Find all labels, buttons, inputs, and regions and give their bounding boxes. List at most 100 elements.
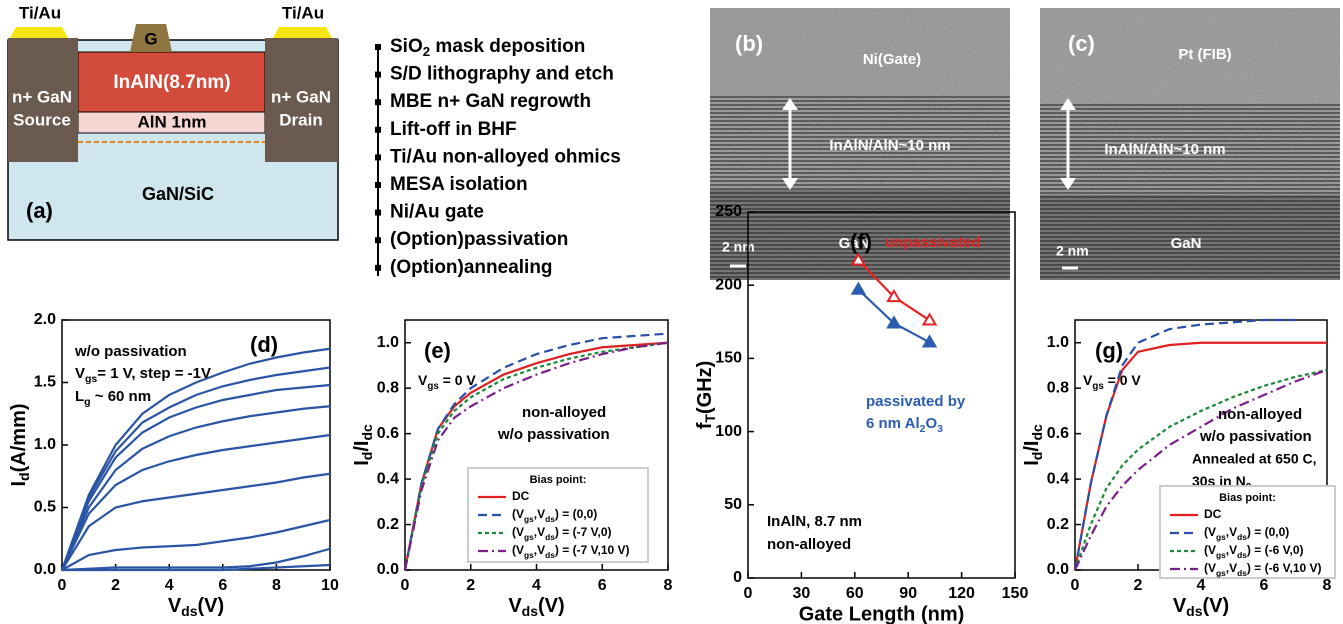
series-line — [62, 385, 330, 570]
text-part: ds — [545, 532, 555, 542]
flow-step: Ni/Au gate — [390, 202, 484, 223]
text-part: ,V — [1226, 543, 1237, 557]
series-label: unpassivated — [885, 234, 981, 251]
y-tick-label: 250 — [715, 203, 742, 220]
y-tick-label: 0.2 — [1047, 516, 1069, 533]
annotation: non-alloyed — [522, 404, 606, 421]
text-part: (V — [1204, 543, 1216, 557]
text-part: d — [359, 452, 375, 461]
label: InAlN(8.7nm) — [113, 72, 230, 93]
annotation: non-alloyed — [1218, 406, 1302, 423]
flow-marker — [375, 99, 381, 105]
data-point — [924, 336, 936, 346]
text-part: ds — [1186, 603, 1203, 619]
text-part: V — [168, 595, 182, 617]
flow-marker — [375, 237, 381, 243]
annotation: non-alloyed — [767, 536, 851, 553]
label: 2 nm — [1056, 243, 1089, 259]
label: InAlN/AlN~10 nm — [1104, 141, 1225, 158]
label: GaN/SiC — [142, 184, 214, 204]
text-part: ) = (0,0) — [1247, 525, 1289, 539]
text-part: ,V — [534, 543, 545, 557]
flow-step: S/D lithography and etch — [390, 64, 614, 85]
text-part: ,V — [1226, 525, 1237, 539]
label: Drain — [279, 110, 322, 129]
text-part: ds — [1237, 532, 1247, 542]
y-tick-label: 0 — [733, 569, 742, 586]
annotation: (g) — [1095, 338, 1123, 363]
label: n+ GaN — [12, 87, 72, 106]
flow-step: MESA isolation — [390, 174, 528, 195]
annotation: Vgs = 0 V — [1083, 372, 1141, 392]
x-tick-label: 6 — [598, 577, 607, 594]
flow-marker — [375, 44, 381, 50]
text-part: (V — [512, 507, 524, 521]
y-tick-label: 100 — [715, 423, 742, 440]
text-part: ) = (-7 V,0) — [555, 525, 612, 539]
text-part: (A/mm) — [8, 403, 30, 472]
contact-pad — [273, 27, 332, 38]
label: Ni(Gate) — [863, 51, 921, 68]
y-tick-label: 0.6 — [377, 425, 399, 442]
annotation: w/o passivation — [74, 343, 187, 360]
y-axis-label: Id(A/mm) — [8, 403, 31, 486]
text-part: ) = (0,0) — [555, 507, 597, 521]
legend-label: DC — [1204, 507, 1222, 521]
y-tick-label: 50 — [724, 496, 742, 513]
data-point — [924, 314, 936, 324]
text-part: d — [1029, 452, 1045, 461]
text-part: (V — [512, 543, 524, 557]
x-tick-label: 30 — [793, 585, 811, 602]
micrograph: (c) Pt (FIB) InAlN/AlN~10 nm 2 nm GaN — [1040, 8, 1340, 280]
x-tick-label: 10 — [321, 577, 339, 594]
y-tick-label: 1.0 — [377, 334, 399, 351]
text-part: /I — [351, 441, 373, 452]
page: InAlN/GaN HEMT figure body { margin: 0; … — [0, 0, 1343, 624]
text-part: (V) — [538, 595, 565, 617]
text-part: gs — [524, 514, 534, 524]
text-part: = 0 V — [439, 372, 477, 388]
text-part: L — [75, 388, 84, 405]
y-tick-label: 0.0 — [34, 561, 56, 578]
text-part: (V — [1204, 561, 1216, 575]
text-part: mask deposition — [430, 36, 585, 57]
text-part: gs — [1092, 381, 1104, 392]
label: Pt (FIB) — [1178, 46, 1231, 63]
annotation: w/o passivation — [497, 426, 610, 443]
text-part: ) = (-6 V,0) — [1247, 543, 1304, 557]
label: InAlN/AlN~10 nm — [829, 137, 950, 154]
text-part: ds — [522, 603, 539, 619]
text-part: gs — [524, 532, 534, 542]
text-part: passivated by — [866, 393, 966, 410]
y-tick-label: 0.8 — [1047, 379, 1069, 396]
data-point — [852, 284, 864, 294]
legend-label: DC — [512, 489, 530, 503]
y-tick-label: 1.0 — [34, 436, 56, 453]
x-tick-label: 0 — [58, 577, 67, 594]
x-tick-label: 2 — [466, 577, 475, 594]
label: AlN 1nm — [138, 112, 207, 131]
text-part: = 0 V — [1104, 372, 1142, 388]
annotation: Lg ~ 60 nm — [75, 388, 151, 408]
text-part: ds — [545, 514, 555, 524]
annotation: InAlN, 8.7 nm — [767, 513, 862, 530]
flow-step: (Option)passivation — [390, 229, 568, 250]
x-tick-label: 0 — [401, 577, 410, 594]
y-tick-label: 1.0 — [1047, 334, 1069, 351]
text-part: gs — [427, 381, 439, 392]
y-tick-label: 200 — [715, 276, 742, 293]
text-part: (V) — [198, 595, 225, 617]
y-tick-label: 2.0 — [34, 311, 56, 328]
text-part: ) = (-7 V,10 V) — [555, 543, 630, 557]
flow-step: (Option)annealing — [390, 257, 553, 278]
text-part: (V) — [1203, 595, 1230, 617]
series-line — [62, 520, 330, 570]
x-tick-label: 8 — [272, 577, 281, 594]
label: Source — [13, 110, 71, 129]
flow-step: SiO2 mask deposition — [390, 36, 585, 59]
text-part: ) = (-6 V,10 V) — [1247, 561, 1322, 575]
panel-label: (c) — [1068, 31, 1095, 56]
text-part: O — [925, 415, 937, 432]
y-axis-label: Id/Idc — [351, 424, 374, 466]
annotation: (f) — [850, 229, 872, 254]
